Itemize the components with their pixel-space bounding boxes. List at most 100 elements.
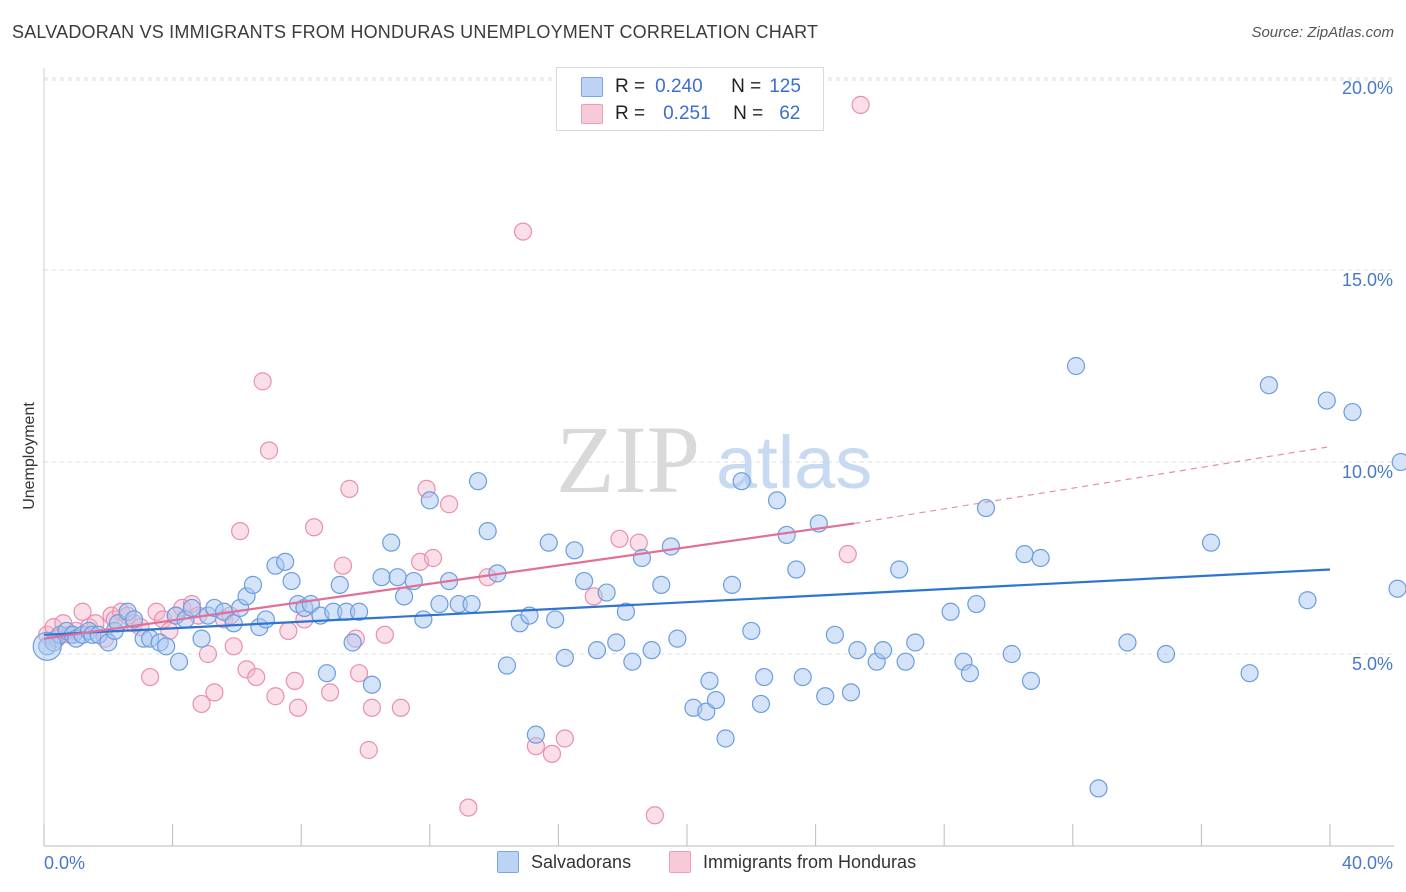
legend-row-salvadorans: R = 0.240 N = 125	[581, 75, 801, 99]
stats-legend: R = 0.240 N = 125 R = 0.251 N = 62	[556, 67, 824, 131]
source-label: Source: ZipAtlas.com	[1251, 24, 1394, 41]
data-point-salvadorans	[787, 560, 806, 579]
data-point-salvadorans	[468, 472, 488, 491]
trend-line-honduras-extrapolated	[854, 446, 1331, 525]
legend-item-label: Salvadorans	[531, 851, 632, 872]
data-point-salvadorans	[700, 671, 719, 690]
data-point-salvadorans	[642, 641, 661, 660]
data-point-salvadorans	[575, 571, 594, 591]
data-point-salvadorans	[1343, 402, 1362, 422]
data-point-honduras	[266, 687, 285, 706]
data-point-salvadorans	[751, 694, 771, 714]
data-point-honduras	[192, 694, 211, 714]
data-point-salvadorans	[1240, 664, 1259, 683]
data-point-honduras	[247, 667, 266, 687]
data-point-salvadorans	[546, 610, 565, 629]
data-point-salvadorans	[652, 575, 671, 594]
data-point-salvadorans	[1388, 579, 1406, 598]
data-point-honduras	[391, 698, 410, 717]
data-point-honduras	[224, 637, 243, 656]
data-point-salvadorans	[182, 598, 201, 618]
data-point-salvadorans	[382, 533, 401, 552]
data-point-salvadorans	[1015, 545, 1034, 564]
data-point-salvadorans	[430, 594, 449, 614]
x-tick-label: 40.0%	[1342, 853, 1393, 873]
data-point-salvadorans	[848, 641, 867, 660]
data-point-honduras	[340, 479, 359, 498]
data-point-honduras	[542, 744, 562, 763]
legend-item-salvadorans[interactable]: Salvadorans	[497, 851, 631, 873]
data-point-salvadorans	[124, 610, 144, 629]
data-point-honduras	[349, 664, 369, 683]
y-axis-label: Unemployment	[21, 402, 38, 510]
data-point-salvadorans	[1317, 391, 1336, 410]
y-tick-label: 10.0%	[1342, 462, 1393, 482]
data-point-honduras	[140, 667, 160, 687]
data-point-honduras	[259, 441, 279, 460]
legend-item-honduras[interactable]: Immigrants from Honduras	[669, 851, 916, 873]
data-point-salvadorans	[616, 602, 636, 621]
data-point-honduras	[321, 683, 340, 702]
legend-n-label: N =	[733, 103, 764, 124]
data-point-salvadorans	[1066, 356, 1086, 376]
legend-row-honduras: R = 0.251 N = 62	[581, 102, 800, 126]
data-point-salvadorans	[1089, 779, 1108, 798]
data-point-honduras	[237, 660, 256, 679]
data-point-salvadorans	[349, 602, 369, 621]
gridlines	[44, 77, 1394, 655]
axes	[43, 68, 1394, 847]
data-point-salvadorans	[597, 583, 616, 602]
data-point-honduras	[359, 740, 378, 760]
data-point-honduras	[439, 495, 459, 514]
y-tick-label: 5.0%	[1352, 654, 1393, 674]
data-point-salvadorans	[1002, 644, 1021, 664]
data-point-salvadorans	[362, 675, 382, 694]
data-point-salvadorans	[372, 568, 391, 587]
x-tick-labels: 0.0% 40.0%	[44, 853, 1393, 873]
legend-swatch-pink	[669, 851, 691, 873]
data-point-honduras	[253, 372, 272, 391]
data-point-honduras	[73, 602, 92, 621]
data-point-salvadorans	[526, 725, 545, 744]
data-point-salvadorans	[282, 571, 301, 591]
data-point-honduras	[555, 729, 574, 748]
data-point-salvadorans	[767, 491, 787, 510]
data-point-honduras	[645, 806, 664, 825]
data-point-salvadorans	[906, 633, 925, 652]
legend-n-value: 125	[769, 76, 801, 97]
y-tick-labels: 5.0% 10.0% 15.0% 20.0%	[1342, 78, 1393, 674]
legend-swatch-pink	[581, 104, 603, 124]
data-point-salvadorans	[539, 533, 558, 552]
data-point-salvadorans	[587, 641, 607, 660]
data-point-salvadorans	[1391, 452, 1406, 472]
data-point-salvadorans	[890, 560, 909, 579]
legend-r-value: 0.240	[655, 76, 703, 97]
data-point-salvadorans	[722, 575, 742, 594]
data-point-honduras	[838, 545, 857, 564]
data-point-honduras	[610, 529, 629, 548]
data-point-salvadorans	[330, 575, 349, 594]
watermark-zip: ZIP	[556, 406, 700, 513]
legend-r-label: R =	[615, 103, 646, 124]
data-point-salvadorans	[706, 690, 726, 710]
data-point-salvadorans	[941, 602, 960, 621]
y-tick-label: 20.0%	[1342, 78, 1393, 98]
data-point-salvadorans	[623, 652, 642, 671]
legend-swatch-blue	[497, 851, 519, 873]
data-point-salvadorans	[607, 633, 626, 652]
data-point-honduras	[362, 698, 382, 717]
legend-r-value: 0.251	[663, 103, 711, 124]
data-point-honduras	[279, 621, 298, 641]
legend-r-label: R =	[615, 76, 646, 97]
watermark-atlas: atlas	[716, 421, 872, 504]
data-point-salvadorans	[497, 656, 517, 675]
legend-item-label: Immigrants from Honduras	[703, 851, 917, 872]
series-legend: Salvadorans Immigrants from Honduras	[0, 851, 1406, 877]
trend-line-honduras	[43, 522, 855, 640]
data-point-salvadorans	[1118, 633, 1137, 652]
data-point-salvadorans	[462, 594, 481, 614]
data-point-salvadorans	[256, 610, 275, 629]
data-point-salvadorans	[661, 537, 681, 556]
data-point-honduras	[423, 548, 443, 568]
data-point-salvadorans	[224, 614, 243, 633]
